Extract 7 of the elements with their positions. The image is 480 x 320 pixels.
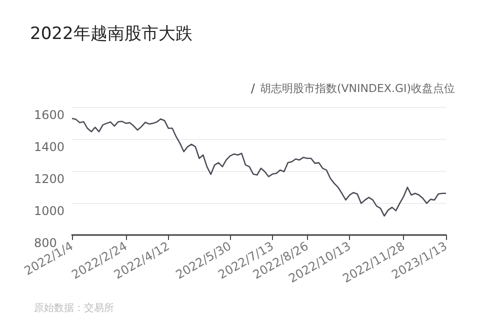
text: 原始数据：交易所 (34, 302, 114, 315)
y-tick-label: 1000 (34, 204, 65, 218)
chart-title: 2022年越南股市大跌 (30, 23, 192, 45)
y-tick-label: 1400 (34, 140, 65, 154)
y-tick-label: 1200 (34, 172, 65, 186)
legend-label: 胡志明股市指数(VNINDEX.GI)收盘点位 (260, 82, 455, 95)
y-tick-label: 1600 (34, 108, 65, 122)
